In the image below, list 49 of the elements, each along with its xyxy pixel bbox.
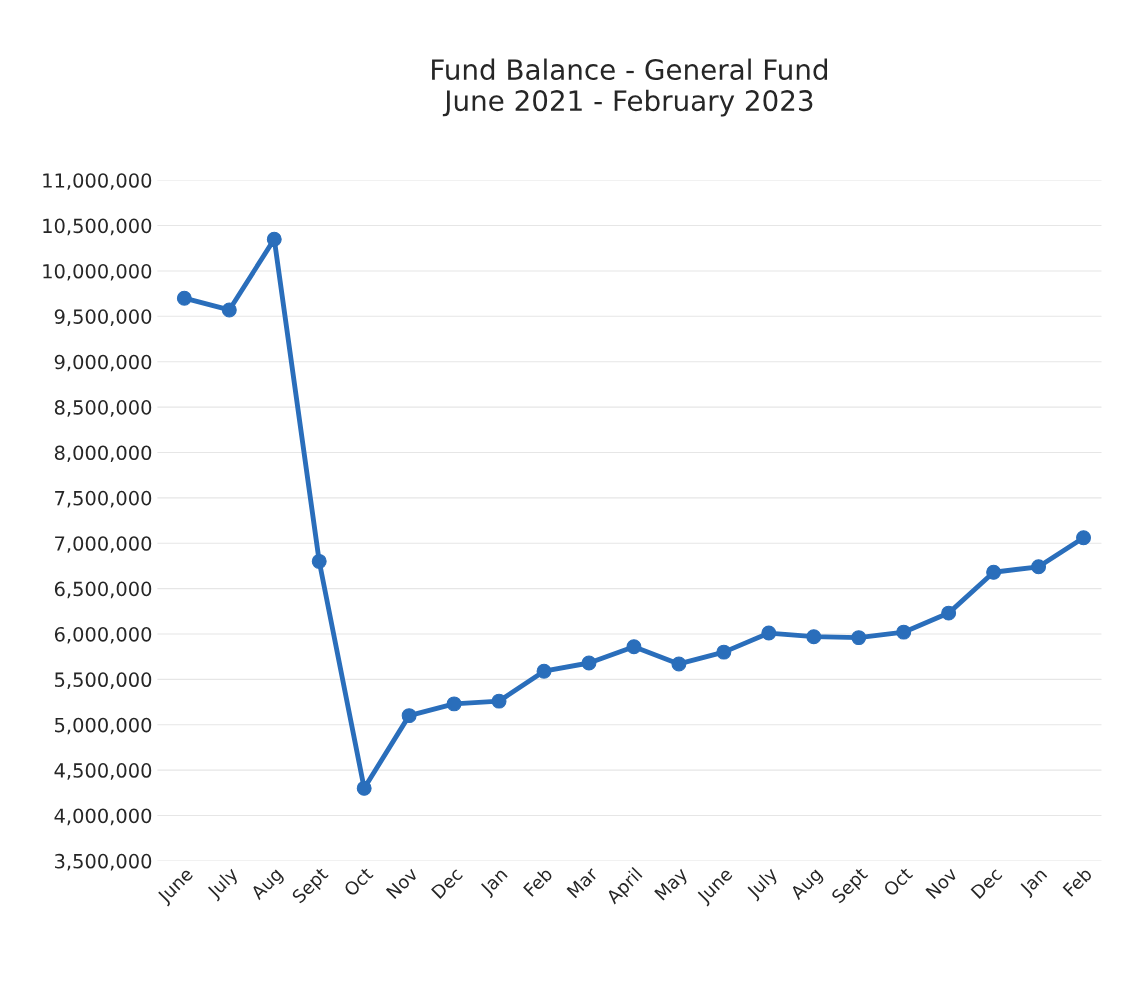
y-tick-label: 5,500,000	[55, 672, 152, 689]
point	[401, 708, 417, 724]
point	[581, 655, 597, 671]
point	[311, 553, 327, 569]
x-tick-label: Jan	[1018, 867, 1050, 899]
y-tick-label: 6,500,000	[54, 581, 152, 599]
point	[356, 780, 372, 796]
point	[671, 656, 687, 672]
point	[941, 605, 957, 621]
x-tick-label: Mar	[566, 866, 599, 899]
point	[1031, 559, 1047, 575]
y-tick-label: 10,000,000	[43, 263, 152, 281]
point	[716, 644, 732, 660]
x-tick-label: Feb	[522, 866, 554, 897]
y-tick-label: 3,500,000	[55, 853, 152, 871]
point	[761, 625, 777, 641]
x-tick-label: Oct	[882, 866, 914, 897]
point	[221, 302, 237, 318]
chart-title: Fund Balance - General Fund June 2021 - February 2023	[432, 58, 828, 117]
y-tick-label: 11,000,000	[43, 173, 152, 190]
point	[491, 693, 507, 709]
point	[536, 663, 552, 679]
point	[986, 564, 1002, 580]
y-tick-label: 7,000,000	[55, 536, 152, 553]
y-tick-label: 7,500,000	[55, 490, 152, 508]
y-tick-label: 5,000,000	[55, 717, 152, 735]
x-tick-label: Dec	[431, 866, 464, 900]
x-tick-label: Feb	[1062, 866, 1093, 897]
x-tick-label: Jan	[479, 867, 511, 899]
y-tick-label: 10,500,000	[43, 218, 152, 236]
point	[446, 696, 462, 712]
y-tick-label: 9,000,000	[54, 354, 152, 372]
y-tick-label: 4,500,000	[54, 763, 152, 780]
point	[176, 290, 192, 306]
x-tick-label: Nov	[385, 866, 419, 900]
point	[896, 624, 912, 640]
point	[851, 630, 867, 646]
point	[626, 639, 642, 655]
y-tick-label: 9,500,000	[54, 309, 152, 326]
y-tick-label: 8,000,000	[54, 445, 152, 463]
point	[806, 629, 822, 645]
x-tick-label: Dec	[970, 866, 1003, 900]
point	[1076, 530, 1091, 546]
x-tick-label: Oct	[343, 866, 374, 897]
x-tick-label: Nov	[925, 866, 959, 900]
y-tick-label: 8,500,000	[54, 400, 152, 417]
point	[266, 231, 282, 247]
y-tick-label: 4,000,000	[54, 808, 152, 826]
y-tick-label: 6,000,000	[54, 626, 152, 644]
